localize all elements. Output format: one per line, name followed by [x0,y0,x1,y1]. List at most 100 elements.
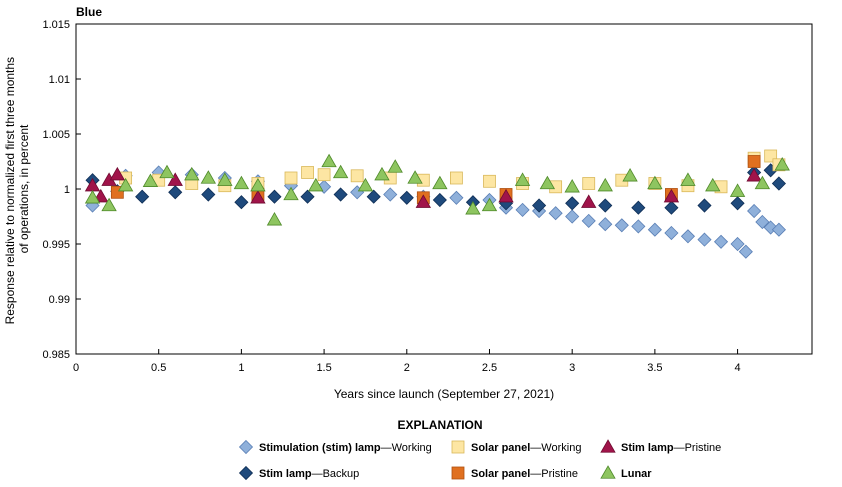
data-point-stim_working [548,206,563,221]
data-point-stim_backup [432,192,447,208]
y-tick-label: 0.99 [49,294,70,306]
legend-label-name: Solar panel [471,442,530,454]
data-point-stim_backup [201,187,216,202]
data-point-lunar [250,177,266,192]
data-point-stim_pristine [581,194,597,208]
data-point-stim_backup [300,189,315,204]
legend-label-name: Stimulation (stim) lamp [259,442,381,454]
legend-label-name: Solar panel [471,468,530,480]
data-point-lunar [200,170,217,184]
data-point-lunar [374,166,390,181]
legend-label-solar_working: Solar panel—Working [471,442,581,454]
data-point-stim_working [738,244,753,259]
data-point-stim_backup [399,190,414,205]
legend-marker-lunar [600,465,616,479]
data-point-lunar [159,164,175,179]
data-points [84,149,790,259]
data-point-lunar [539,175,556,190]
data-point-stim_backup [664,200,679,215]
data-point-lunar [407,170,423,184]
data-point-stim_working [581,213,596,228]
legend-label-status: —Pristine [530,468,578,480]
legend-label-name: Stim lamp [259,468,312,480]
legend-label-stim_backup: Stim lamp—Backup [259,468,359,480]
data-point-stim_pristine [746,167,762,182]
y-tick-label: 1.01 [49,74,70,86]
data-point-stim_working [713,234,729,249]
series-solar_working [119,149,786,194]
legend-label-status: —Working [381,442,432,454]
y-tick-label: 1 [64,184,70,196]
data-point-stim_backup [168,185,183,200]
data-point-solar_pristine [747,155,761,168]
data-point-stim_backup [565,196,580,211]
data-point-lunar [514,172,531,186]
data-point-stim_working [614,218,629,233]
data-point-lunar [117,177,134,192]
legend-label-lunar: Lunar [621,468,652,480]
data-point-stim_backup [333,187,348,202]
data-point-stim_pristine [250,189,266,204]
data-point-stim_backup [532,198,547,213]
data-point-lunar [754,175,771,190]
x-tick-label: 1 [238,362,244,374]
legend: EXPLANATION Stimulation (stim) lamp—Work… [238,418,722,481]
data-point-lunar [266,211,283,226]
legend-marker-solar_pristine [451,466,465,480]
data-point-solar_working [284,171,298,185]
legend-label-solar_pristine: Solar panel—Pristine [471,468,578,480]
x-tick-label: 0.5 [151,362,166,374]
data-point-lunar [233,175,250,190]
legend-label-status: —Backup [312,468,360,480]
legend-label-stim_working: Stimulation (stim) lamp—Working [259,442,432,454]
y-tick-label: 1.005 [42,129,70,141]
legend-marker-stim_backup [238,465,254,481]
data-point-stim_working [730,236,745,252]
chart-title: Blue [76,5,102,19]
data-point-solar_working [582,177,596,190]
data-point-lunar [705,177,721,192]
data-point-solar_working [483,174,496,188]
data-point-lunar [387,159,403,173]
data-point-stim_working [598,217,613,232]
data-point-stim_backup [135,189,150,204]
y-axis: 0.985 0.99 0.995 1 1.005 1.01 1.015 [42,19,81,361]
x-axis: 0 0.5 1 1.5 2 2.5 3 3.5 4 [73,349,741,374]
data-point-stim_working [680,229,696,244]
data-point-solar_working [350,169,364,183]
data-point-lunar [432,175,448,190]
data-point-lunar [622,167,638,182]
data-point-stim_working [565,209,580,224]
y-axis-title-line-2: of operations, in percent [17,124,31,253]
data-point-lunar [84,189,101,204]
data-point-stim_pristine [415,194,432,208]
legend-marker-solar_working [451,440,465,454]
data-point-lunar [774,156,790,171]
y-tick-label: 0.995 [42,239,70,251]
data-point-stim_working [647,222,662,237]
data-point-stim_pristine [109,166,126,181]
data-point-stim_pristine [663,188,680,203]
data-point-lunar [465,200,481,215]
legend-label-name: Stim lamp [621,442,674,454]
series-stim_pristine [84,166,762,208]
data-point-stim_backup [730,196,745,211]
data-point-stim_backup [771,176,786,191]
data-point-stim_working [664,225,679,241]
data-point-lunar [217,172,233,186]
data-point-solar_working [301,166,314,179]
data-point-stim_working [383,187,398,202]
data-point-stim_backup [697,198,712,213]
y-tick-label: 0.985 [42,349,70,361]
x-tick-label: 3 [569,362,575,374]
x-axis-title: Years since launch (September 27, 2021) [334,387,554,401]
x-tick-label: 2 [404,362,410,374]
data-point-stim_working [697,232,712,247]
series-lunar [84,153,790,226]
legend-label-status: —Pristine [674,442,722,454]
data-point-lunar [283,186,299,201]
data-point-stim_backup [366,189,381,204]
data-point-stim_backup [598,198,613,213]
x-tick-label: 4 [735,362,741,374]
